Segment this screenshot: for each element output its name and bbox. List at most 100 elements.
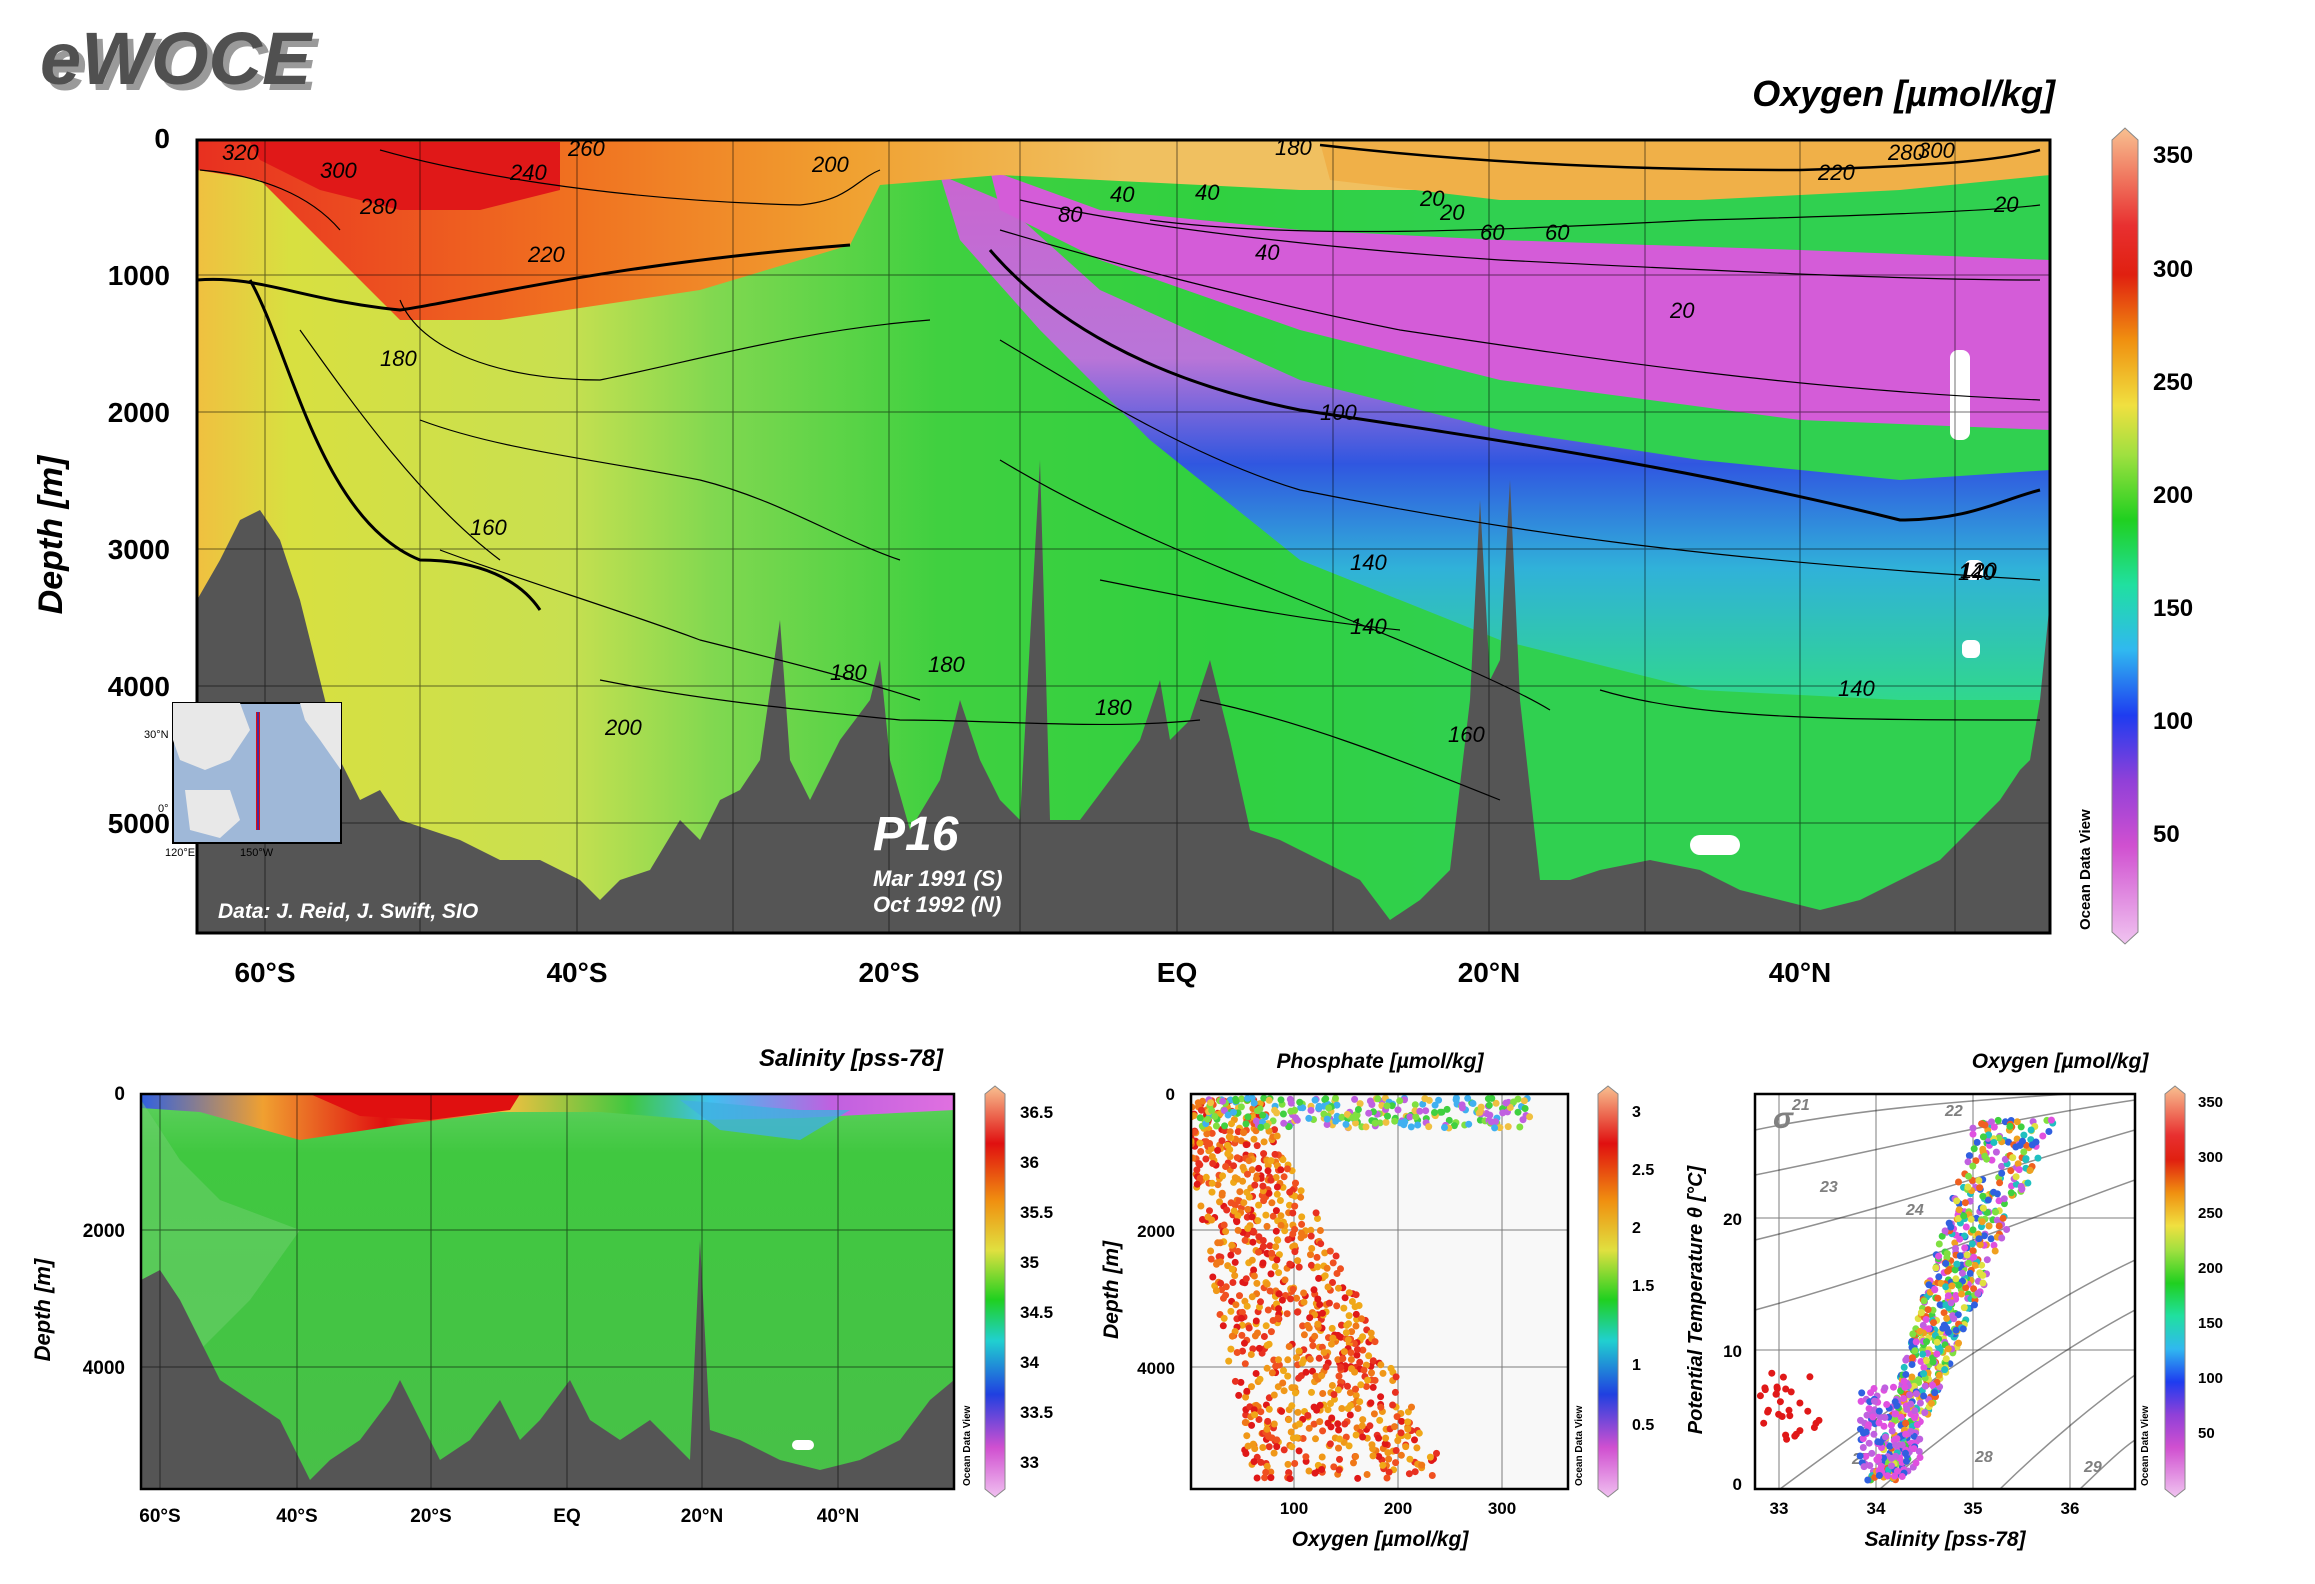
scatter-point bbox=[1333, 1270, 1341, 1277]
scatter-point bbox=[1344, 1382, 1351, 1390]
scatter-point bbox=[1268, 1249, 1276, 1257]
scatter-point bbox=[1260, 1197, 1268, 1205]
scatter-point bbox=[1391, 1423, 1398, 1431]
scatter-point bbox=[1958, 1269, 1966, 1277]
scatter-point bbox=[2001, 1155, 2009, 1163]
inset-label: 0° bbox=[158, 803, 169, 815]
scatter-point bbox=[1983, 1256, 1991, 1264]
data-credit: Data: J. Reid, J. Swift, SIO bbox=[218, 900, 478, 923]
scatter-point bbox=[1321, 1249, 1329, 1257]
scatter-point bbox=[1335, 1466, 1343, 1474]
ewoce-logo: eWOCE bbox=[40, 17, 314, 100]
scatter-point bbox=[1214, 1146, 1222, 1154]
scatter-point bbox=[1308, 1388, 1315, 1396]
scatter-point bbox=[1239, 1163, 1247, 1171]
scatter-point bbox=[1251, 1181, 1259, 1189]
scatter-point bbox=[1307, 1261, 1315, 1269]
scatter-point bbox=[1264, 1306, 1272, 1314]
scatter-point bbox=[1275, 1356, 1282, 1364]
scatter-point bbox=[1315, 1274, 1323, 1282]
scatter-point bbox=[1267, 1270, 1275, 1278]
scatter-point bbox=[1285, 1123, 1293, 1131]
scatter-point bbox=[1992, 1148, 2000, 1156]
scatter-point bbox=[1873, 1456, 1881, 1464]
scatter-point bbox=[1369, 1357, 1377, 1365]
scatter-point bbox=[1815, 1416, 1823, 1424]
scatter-point bbox=[1236, 1188, 1244, 1196]
scatter-point bbox=[1202, 1138, 1210, 1146]
scatter-point bbox=[1277, 1212, 1285, 1220]
scatter-point bbox=[1348, 1298, 1356, 1305]
scatter-point bbox=[1899, 1395, 1907, 1402]
scatter-point bbox=[1381, 1440, 1389, 1448]
scatter-point bbox=[1238, 1321, 1246, 1329]
scatter-point bbox=[1330, 1391, 1338, 1398]
scatter-point bbox=[1365, 1109, 1373, 1117]
scatter-point bbox=[1369, 1452, 1377, 1460]
scatter-point bbox=[1260, 1150, 1268, 1158]
sigma-symbol: σ bbox=[1773, 1102, 1794, 1135]
scatter-point bbox=[1234, 1212, 1242, 1220]
scatter-point bbox=[1994, 1116, 2002, 1124]
scatter-point bbox=[1975, 1235, 1983, 1243]
colorbar-tick: 350 bbox=[2153, 142, 2193, 169]
ts-ylabel: Potential Temperature θ [°C] bbox=[1685, 1164, 1707, 1434]
scatter-point bbox=[1244, 1442, 1252, 1450]
scatter-point bbox=[1893, 1435, 1901, 1443]
scatter-point bbox=[1222, 1283, 1230, 1291]
scatter-point bbox=[1352, 1391, 1360, 1399]
scatter-point bbox=[1336, 1455, 1343, 1463]
scatter-point bbox=[1219, 1097, 1227, 1105]
scatter-point bbox=[1316, 1418, 1324, 1426]
scatter-point bbox=[1348, 1328, 1356, 1336]
scatter-point bbox=[1306, 1355, 1314, 1363]
scatter-point bbox=[1228, 1120, 1235, 1128]
scatter-point bbox=[1998, 1169, 2006, 1177]
scatter-point bbox=[1405, 1470, 1413, 1478]
colorbar-tick: 50 bbox=[2153, 821, 2180, 848]
scatter-point bbox=[1237, 1378, 1245, 1386]
scatter-point bbox=[1311, 1469, 1319, 1477]
scatter-point bbox=[1950, 1315, 1958, 1323]
scatter-point bbox=[1214, 1181, 1222, 1189]
scatter-point bbox=[1278, 1296, 1286, 1304]
scatter-point bbox=[1404, 1418, 1412, 1426]
scatter-point bbox=[1891, 1398, 1899, 1406]
scatter-point bbox=[2006, 1122, 2014, 1130]
scatter-point bbox=[1215, 1253, 1223, 1261]
oxygen-colorbar bbox=[2111, 127, 2139, 945]
scatter-point bbox=[1323, 1264, 1331, 1272]
scatter-point bbox=[1274, 1314, 1282, 1322]
scatter-point bbox=[1353, 1351, 1361, 1359]
contour-label: 20 bbox=[1993, 192, 2019, 217]
scatter-point bbox=[1242, 1450, 1250, 1457]
scatter-point bbox=[1291, 1242, 1299, 1250]
main-ylabel: Depth [m] bbox=[32, 454, 70, 614]
scatter-point bbox=[1212, 1287, 1220, 1295]
scatter-point bbox=[1452, 1094, 1460, 1102]
scatter-point bbox=[1345, 1289, 1353, 1297]
scatter-point bbox=[1334, 1420, 1342, 1428]
scatter-point bbox=[1389, 1401, 1397, 1409]
scatter-point bbox=[1316, 1401, 1324, 1409]
scatter-point bbox=[1772, 1390, 1780, 1398]
colorbar-tick: 34.5 bbox=[1020, 1303, 1053, 1322]
colorbar-tick: 34 bbox=[1020, 1353, 1039, 1372]
scatter-point bbox=[1402, 1443, 1410, 1451]
depth-tick: 4000 bbox=[1137, 1359, 1175, 1378]
scatter-point bbox=[1281, 1276, 1289, 1284]
scatter-point bbox=[1377, 1403, 1385, 1411]
scatter-point bbox=[1259, 1243, 1267, 1250]
scatter-point bbox=[1431, 1101, 1439, 1109]
scatter-point bbox=[1912, 1459, 1920, 1467]
temp-tick: 0 bbox=[1733, 1475, 1742, 1494]
scatter-point bbox=[1954, 1215, 1962, 1222]
scatter-point bbox=[1906, 1391, 1914, 1399]
scatter-point bbox=[1418, 1461, 1426, 1469]
scatter-point bbox=[2034, 1154, 2042, 1162]
scatter-point bbox=[1329, 1334, 1337, 1342]
contour-label: 180 bbox=[1275, 135, 1312, 160]
scatter-point bbox=[1239, 1347, 1246, 1355]
scatter-point bbox=[1350, 1459, 1357, 1467]
scatter-point bbox=[1996, 1179, 2004, 1187]
